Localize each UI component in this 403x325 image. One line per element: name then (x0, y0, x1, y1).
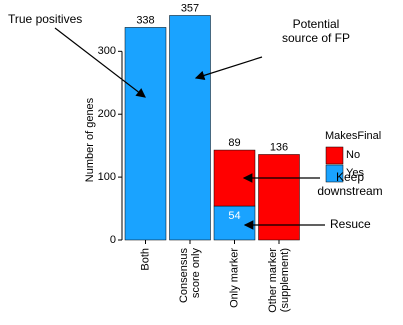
legend-label: Yes (346, 167, 364, 179)
x-tick-label: Consensus (178, 248, 190, 304)
annotation: Resuce (330, 217, 371, 231)
legend-swatch (325, 146, 344, 165)
y-tick-label: 0 (110, 234, 116, 246)
value-label: 54 (228, 210, 240, 222)
x-tick-label: Other marker (267, 248, 279, 313)
x-tick-label: Only marker (228, 248, 240, 308)
legend-swatch (325, 164, 344, 183)
annotation: downstream (317, 184, 382, 198)
x-tick-label: Both (139, 248, 151, 271)
x-tick-label: score only (190, 248, 202, 299)
bar-segment (169, 15, 211, 241)
y-axis-label: Number of genes (84, 97, 96, 182)
value-label: 89 (228, 137, 240, 149)
bar-segment (258, 154, 300, 241)
bar-segment (124, 27, 167, 241)
y-tick-label: 100 (98, 171, 116, 183)
legend-label: No (346, 149, 360, 161)
value-label: 338 (136, 14, 154, 26)
annotation: Potential (293, 17, 340, 31)
annotation: True positives (8, 12, 82, 26)
value-label: 136 (270, 141, 288, 153)
annotation: source of FP (282, 31, 350, 45)
y-tick-label: 300 (98, 45, 116, 57)
annotation: Keep (336, 170, 364, 184)
annotation-arrow (54, 27, 146, 98)
y-tick-label: 200 (98, 108, 116, 120)
value-label: 357 (181, 2, 199, 14)
annotation-arrow (194, 56, 263, 81)
x-tick-label: (supplement) (279, 248, 291, 312)
legend-title: MakesFinal (325, 130, 381, 142)
